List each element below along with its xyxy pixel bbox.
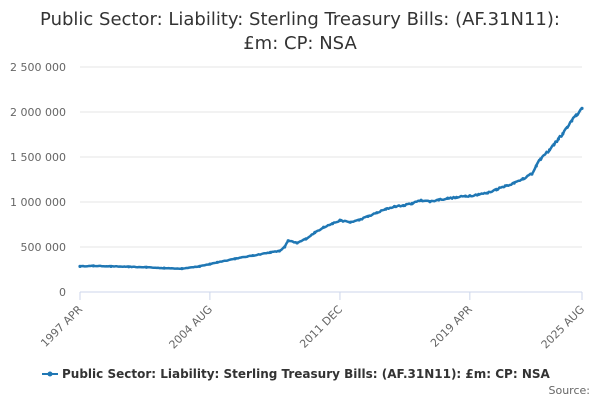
data-point bbox=[419, 198, 423, 202]
data-point bbox=[144, 265, 149, 269]
data-point bbox=[348, 220, 352, 224]
legend-marker-dot bbox=[47, 371, 53, 377]
data-point bbox=[454, 195, 459, 200]
x-axis-ticks bbox=[79, 292, 583, 300]
data-point bbox=[304, 237, 308, 241]
data-point bbox=[180, 267, 184, 271]
data-point bbox=[78, 264, 82, 268]
data-point bbox=[283, 245, 287, 249]
data-point bbox=[494, 187, 499, 191]
data-point bbox=[534, 164, 538, 168]
data-point bbox=[428, 199, 432, 204]
data-point bbox=[268, 250, 273, 254]
x-tick-label: 2004 AUG bbox=[167, 303, 216, 352]
data-point bbox=[233, 257, 237, 261]
data-point bbox=[512, 181, 516, 185]
y-tick-label: 2 500 000 bbox=[10, 61, 66, 74]
grid-lines bbox=[80, 66, 582, 248]
data-point bbox=[485, 191, 490, 195]
y-tick-label: 500 000 bbox=[21, 241, 67, 254]
data-point bbox=[109, 264, 113, 268]
data-point bbox=[162, 266, 166, 270]
data-point bbox=[580, 106, 584, 110]
data-point bbox=[295, 241, 299, 245]
data-point bbox=[463, 194, 468, 198]
data-point bbox=[313, 231, 317, 235]
data-point bbox=[556, 137, 561, 141]
data-point bbox=[477, 192, 481, 196]
data-point bbox=[322, 225, 326, 229]
data-point bbox=[446, 196, 450, 200]
series-line bbox=[78, 107, 584, 270]
chart-title-line-2: £m: CP: NSA bbox=[243, 33, 357, 54]
data-point bbox=[574, 114, 578, 118]
data-point bbox=[392, 204, 397, 209]
x-tick-label: 2025 AUG bbox=[539, 303, 588, 352]
data-point bbox=[286, 239, 290, 243]
data-point bbox=[198, 264, 202, 268]
data-points bbox=[78, 106, 584, 271]
chart-title: Public Sector: Liability: Sterling Treas… bbox=[20, 8, 580, 56]
data-point bbox=[330, 222, 335, 226]
data-point bbox=[127, 265, 131, 269]
x-tick-label: 1997 APR bbox=[38, 303, 85, 350]
data-point bbox=[521, 177, 525, 181]
legend[interactable]: Public Sector: Liability: Sterling Treas… bbox=[42, 367, 551, 381]
data-point bbox=[539, 157, 543, 161]
data-point bbox=[552, 142, 556, 146]
x-tick-label: 2019 APR bbox=[428, 303, 475, 350]
data-point bbox=[503, 184, 507, 188]
data-point bbox=[401, 204, 405, 208]
data-point bbox=[437, 198, 441, 202]
data-point bbox=[357, 218, 361, 222]
data-point bbox=[208, 262, 212, 266]
data-point bbox=[384, 207, 388, 211]
data-point bbox=[375, 211, 379, 215]
y-tick-label: 1 500 000 bbox=[10, 151, 66, 164]
data-point bbox=[91, 264, 95, 268]
legend-label: Public Sector: Liability: Sterling Treas… bbox=[62, 367, 551, 381]
data-point bbox=[570, 119, 574, 123]
source-label: Source: bbox=[549, 384, 591, 397]
y-axis-tick-labels: 0 500 000 1 000 000 1 500 000 2 000 000 2 500… bbox=[10, 61, 66, 299]
data-point bbox=[565, 125, 569, 129]
data-point bbox=[251, 253, 255, 258]
data-point bbox=[468, 194, 472, 198]
data-point bbox=[530, 172, 534, 176]
data-point bbox=[366, 214, 370, 218]
x-tick-label: 2011 DEC bbox=[297, 303, 345, 351]
data-point bbox=[338, 218, 342, 223]
y-tick-label: 0 bbox=[59, 286, 66, 299]
data-point bbox=[277, 249, 281, 253]
y-tick-label: 1 000 000 bbox=[10, 196, 66, 209]
chart-title-line-1: Public Sector: Liability: Sterling Treas… bbox=[40, 9, 560, 30]
y-tick-label: 2 000 000 bbox=[10, 106, 66, 119]
data-point bbox=[547, 148, 552, 152]
data-point bbox=[215, 260, 219, 264]
data-point bbox=[561, 132, 565, 136]
data-point bbox=[410, 201, 414, 205]
x-axis-tick-labels: 1997 APR 2004 AUG 2011 DEC 2019 APR 2025 AUG bbox=[38, 303, 587, 352]
